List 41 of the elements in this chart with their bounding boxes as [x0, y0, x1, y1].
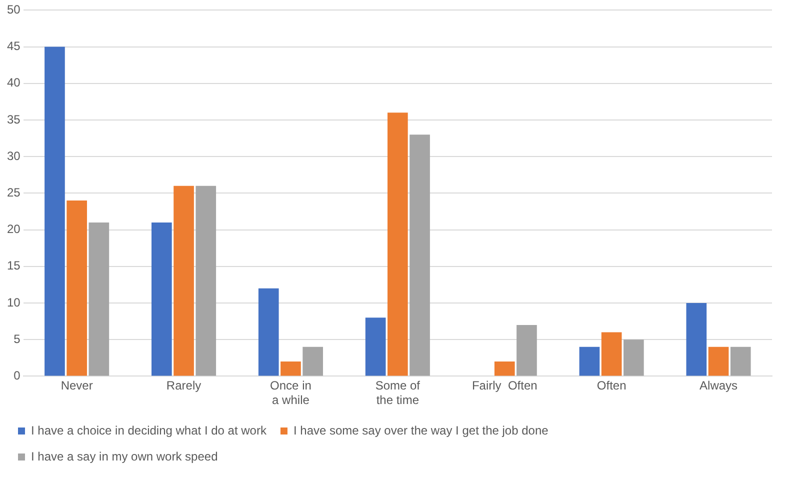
bar [624, 340, 644, 376]
y-tick-label: 10 [6, 295, 21, 310]
bar [66, 200, 87, 376]
x-tick-label: Rarely [166, 378, 202, 393]
bar [258, 288, 279, 376]
y-tick-label: 5 [14, 332, 21, 346]
y-tick-label: 20 [6, 222, 21, 236]
y-tick-label: 30 [6, 148, 21, 163]
x-tick-label: Fairly Often [472, 378, 538, 393]
y-tick-label: 35 [6, 112, 21, 126]
x-tick-label: Often [596, 378, 626, 393]
legend-label: I have a say in my own work speed [31, 449, 218, 464]
bar [410, 134, 430, 376]
legend-label: I have some say over the way I get the job done [293, 423, 549, 438]
bar [302, 346, 323, 376]
bar [730, 346, 751, 376]
bar [708, 346, 729, 376]
bar [365, 318, 386, 376]
y-tick-label: 25 [6, 186, 21, 200]
bar [280, 362, 301, 376]
bar [516, 324, 537, 376]
x-tick-label: Never [60, 378, 93, 393]
x-tick-label: Some of the time [375, 378, 421, 408]
bar [494, 362, 515, 376]
bar [88, 222, 110, 376]
bar [388, 112, 408, 376]
bar [601, 332, 622, 376]
y-tick-label: 50 [6, 2, 21, 17]
legend-label: I have a choice in deciding what I do at work [31, 423, 268, 438]
bar [686, 303, 707, 376]
bar [174, 186, 194, 376]
bar [152, 222, 172, 376]
x-tick-label: Always [700, 378, 738, 393]
y-tick-label: 0 [14, 368, 21, 383]
bar [579, 346, 600, 376]
bar [44, 46, 65, 376]
x-tick-label: Once in a while [270, 378, 312, 408]
y-tick-label: 15 [6, 258, 21, 273]
y-tick-label: 45 [6, 39, 21, 54]
bar [196, 186, 216, 376]
y-tick-label: 40 [6, 76, 21, 90]
